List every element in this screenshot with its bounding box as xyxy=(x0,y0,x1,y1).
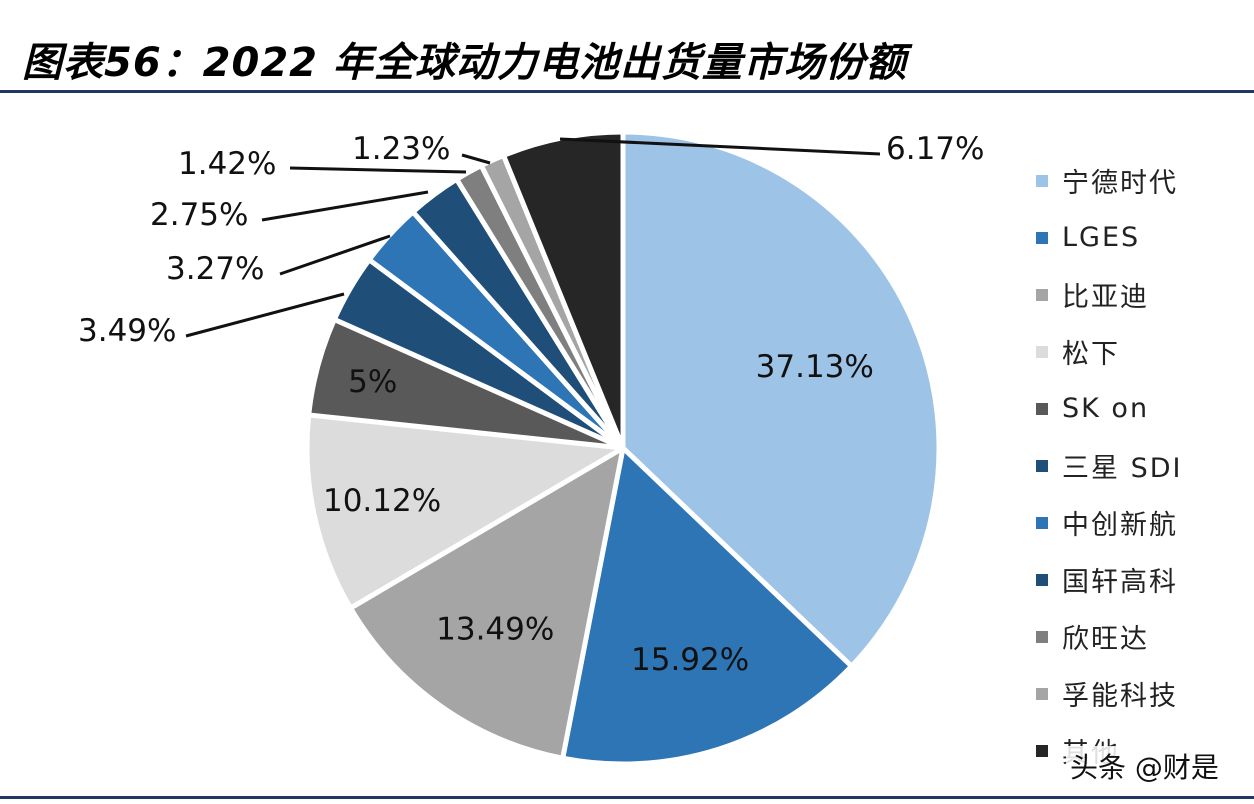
legend-item-9: 欣旺达 xyxy=(1036,608,1182,665)
legend-label: 三星 SDI xyxy=(1062,453,1183,484)
leader-line-7 xyxy=(279,234,391,276)
legend-item-4: 松下 xyxy=(1036,323,1182,380)
legend-item-5: SK on xyxy=(1036,380,1182,437)
pie-slice-2 xyxy=(560,445,855,767)
slice-label-8: 2.75% xyxy=(150,197,248,233)
legend-item-6: 三星 SDI xyxy=(1036,437,1182,494)
legend-swatch xyxy=(1036,744,1048,757)
leader-line-6 xyxy=(185,292,345,338)
slice-label-3: 13.49% xyxy=(436,612,554,648)
legend-swatch xyxy=(1036,345,1048,358)
watermark: 头条 @财是 xyxy=(1066,746,1223,786)
legend-swatch xyxy=(1036,573,1048,586)
legend-swatch xyxy=(1036,459,1048,472)
legend-label: 宁德时代 xyxy=(1062,168,1178,199)
legend-swatch xyxy=(1036,288,1048,301)
legend-item-8: 国轩高科 xyxy=(1036,551,1182,608)
slice-label-9: 1.42% xyxy=(178,146,276,182)
slice-label-7: 3.27% xyxy=(166,251,264,287)
pie-slice-3 xyxy=(348,445,626,761)
title-divider xyxy=(0,90,1254,93)
legend-label: 孚能科技 xyxy=(1062,681,1178,712)
slice-label-1: 37.13% xyxy=(756,349,874,385)
legend-item-2: LGES xyxy=(1036,209,1182,266)
legend-swatch xyxy=(1036,231,1048,244)
pie-slices xyxy=(304,129,942,767)
leader-line-8 xyxy=(261,190,429,222)
legend-item-1: 宁德时代 xyxy=(1036,152,1182,209)
slice-label-5: 5% xyxy=(348,364,397,400)
legend-label: 松下 xyxy=(1062,339,1120,370)
slice-label-11: 6.17% xyxy=(886,131,984,167)
slice-label-10: 1.23% xyxy=(352,131,450,167)
chart-title: 图表56：2022 年全球动力电池出货量市场份额 xyxy=(22,40,907,86)
slice-label-6: 3.49% xyxy=(78,313,176,349)
legend-item-7: 中创新航 xyxy=(1036,494,1182,551)
pie-slice-4 xyxy=(304,412,626,611)
legend-swatch xyxy=(1036,687,1048,700)
leader-line-10 xyxy=(461,153,491,165)
slice-label-2: 15.92% xyxy=(631,642,749,678)
legend-item-3: 比亚迪 xyxy=(1036,266,1182,323)
legend-item-10: 孚能科技 xyxy=(1036,665,1182,722)
pie-slice-1 xyxy=(620,129,942,669)
legend-label: 欣旺达 xyxy=(1062,624,1149,655)
leader-line-11 xyxy=(559,137,881,156)
legend-label: 比亚迪 xyxy=(1062,282,1149,313)
slice-label-4: 10.12% xyxy=(323,483,441,519)
legend-label: SK on xyxy=(1062,393,1150,424)
legend-swatch xyxy=(1036,402,1048,415)
pie-labels: 37.13% 15.92% 13.49% 10.12% 5% 3.49% 3.27% 2.75… xyxy=(78,131,984,678)
legend-label: LGES xyxy=(1062,222,1141,253)
legend-swatch xyxy=(1036,174,1048,187)
legend-swatch xyxy=(1036,630,1048,643)
legend-swatch xyxy=(1036,516,1048,529)
leader-line-9 xyxy=(289,166,467,174)
legend-label: 国轩高科 xyxy=(1062,567,1178,598)
bottom-divider xyxy=(0,796,1254,799)
legend-label: 中创新航 xyxy=(1062,510,1178,541)
